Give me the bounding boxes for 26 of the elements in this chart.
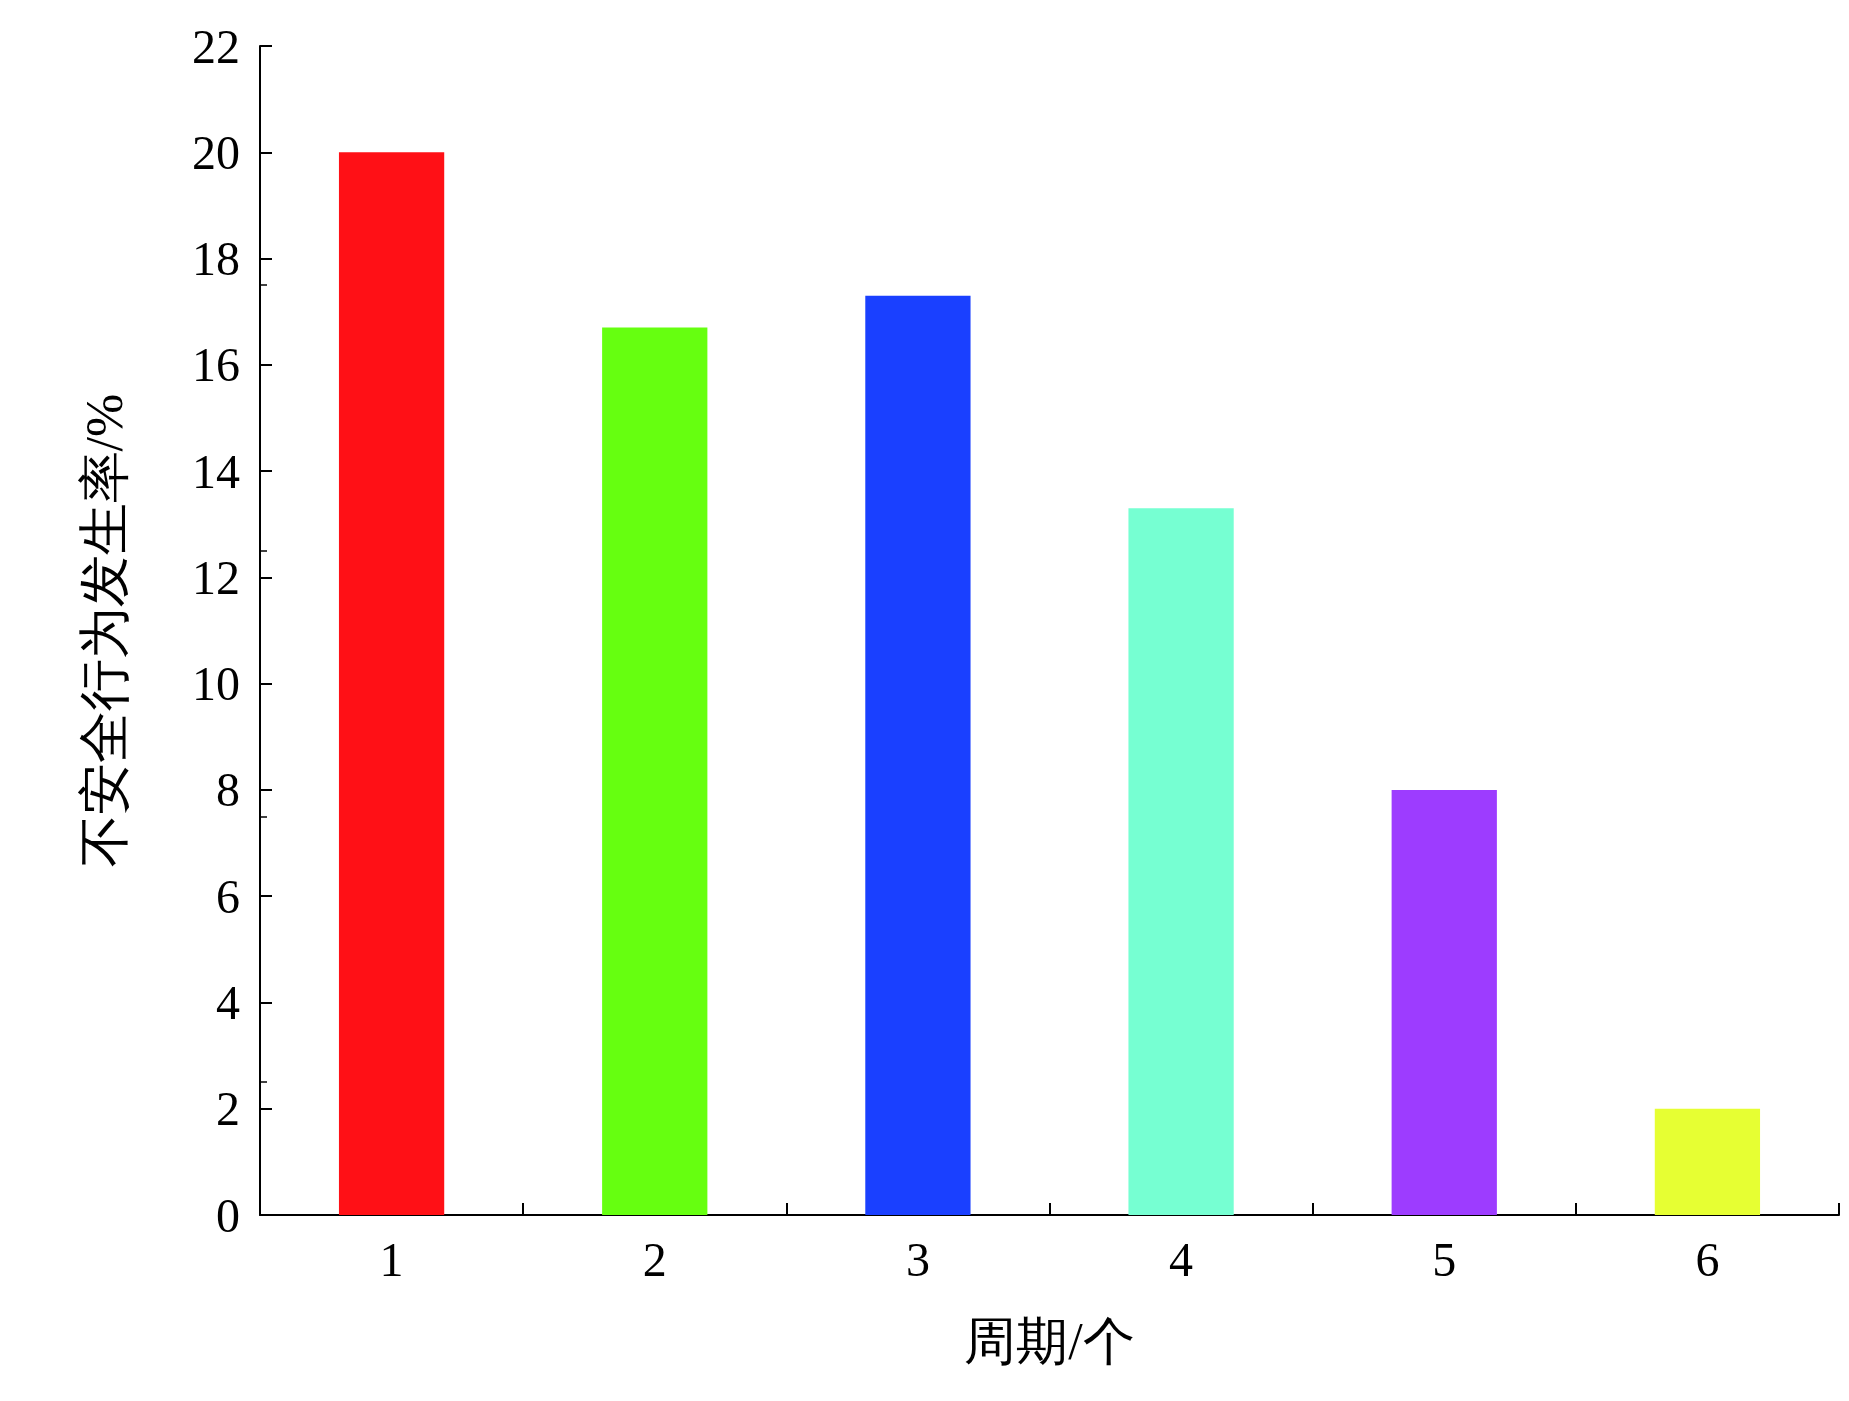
bar bbox=[865, 295, 971, 1215]
y-tick-label: 14 bbox=[192, 444, 240, 498]
y-tick-label: 8 bbox=[216, 763, 240, 817]
y-tick-label: 2 bbox=[216, 1082, 240, 1136]
bar bbox=[1128, 508, 1234, 1215]
x-tick-label: 3 bbox=[905, 1232, 930, 1286]
x-tick-label: 1 bbox=[379, 1232, 404, 1286]
y-tick-label: 4 bbox=[216, 975, 240, 1029]
bar bbox=[1654, 1108, 1761, 1215]
x-axis-title: 周期/个 bbox=[964, 1312, 1135, 1370]
y-tick-label: 0 bbox=[216, 1188, 240, 1242]
bar bbox=[1391, 789, 1497, 1215]
y-tick-label: 18 bbox=[192, 232, 240, 286]
y-tick-label: 20 bbox=[192, 125, 240, 179]
bar bbox=[338, 152, 445, 1215]
y-axis-title: 不安全行为发生率/% bbox=[75, 393, 133, 868]
x-tick-label: 4 bbox=[1169, 1232, 1194, 1286]
x-tick-label: 6 bbox=[1695, 1232, 1720, 1286]
y-tick-label: 6 bbox=[216, 869, 240, 923]
x-tick-label: 5 bbox=[1432, 1232, 1457, 1286]
y-tick-label: 10 bbox=[192, 657, 240, 711]
bar bbox=[602, 327, 708, 1215]
x-tick-label: 2 bbox=[642, 1232, 667, 1286]
y-tick-label: 12 bbox=[192, 550, 240, 604]
y-tick-label: 16 bbox=[192, 338, 240, 392]
y-tick-label: 22 bbox=[192, 19, 240, 73]
